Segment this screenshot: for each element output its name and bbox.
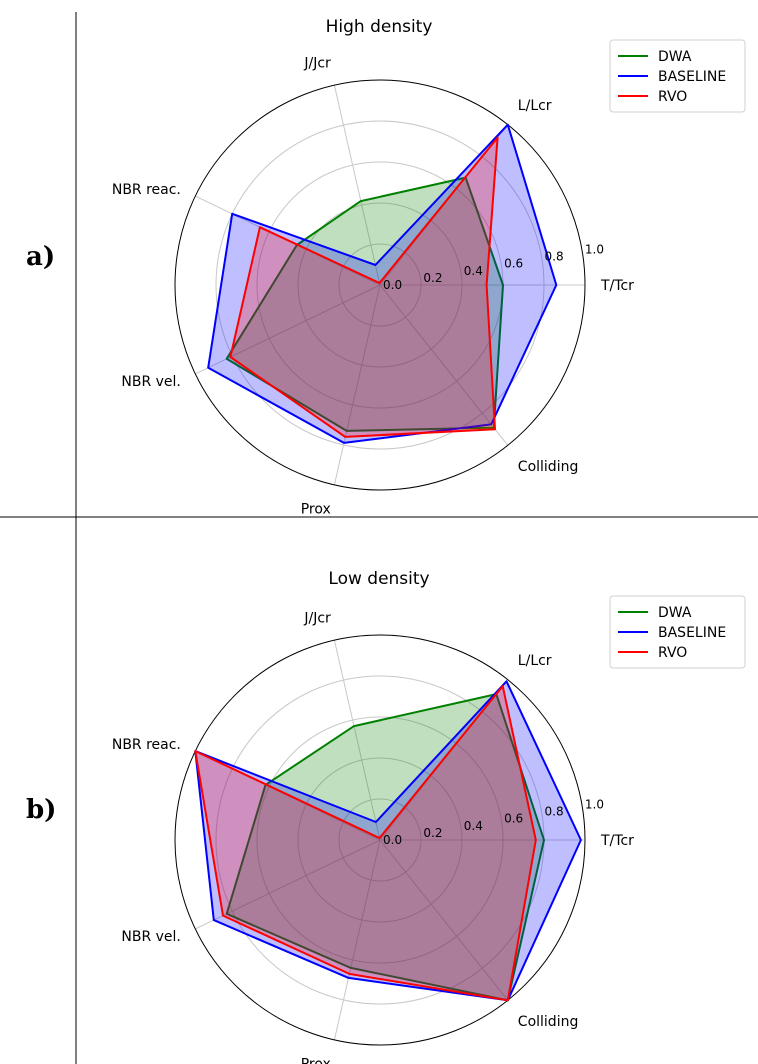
radar-chart-low-density: Low density 0.0 0.2 0.4 0.6 0.8 1.0 T/Tcr L/Lc… xyxy=(112,569,746,1064)
radar-chart-high-density: High density 0.0 0.2 0.4 0.6 0.8 1.0 T/Tcr L/L… xyxy=(112,17,746,518)
radial-tick-label: 0.0 xyxy=(383,833,402,847)
radial-tick-label: 1.0 xyxy=(585,242,604,256)
grid-spoke xyxy=(333,85,381,286)
legend-label-dwa: DWA xyxy=(658,605,692,621)
radial-tick-label: 0.4 xyxy=(464,819,483,833)
radial-tick-label: 0.2 xyxy=(423,826,442,840)
axis-labels: T/Tcr L/Lcr J/Jcr NBR reac. NBR vel. Prox Coll… xyxy=(112,56,634,518)
legend: DWA BASELINE RVO xyxy=(609,595,746,669)
axis-label-nbr-reac: NBR reac. xyxy=(112,737,181,753)
axis-label-j-jcr: J/Jcr xyxy=(303,611,331,627)
axis-label-t-tcr: T/Tcr xyxy=(600,833,634,849)
radial-ticks: 0.0 0.2 0.4 0.6 0.8 1.0 xyxy=(383,797,604,847)
grid-spoke xyxy=(333,284,381,485)
radial-tick-label: 0.8 xyxy=(545,805,564,819)
axis-label-nbr-vel: NBR vel. xyxy=(121,374,181,390)
legend-box xyxy=(609,595,746,669)
axis-label-l-lcr: L/Lcr xyxy=(518,653,552,669)
legend-box xyxy=(609,39,746,113)
chart-title: High density xyxy=(326,17,433,37)
radial-tick-label: 0.6 xyxy=(504,257,523,271)
outer-ring xyxy=(174,634,586,1046)
legend-label-baseline: BASELINE xyxy=(658,625,726,641)
radial-tick-label: 0.6 xyxy=(504,812,523,826)
axis-label-nbr-vel: NBR vel. xyxy=(121,929,181,945)
legend: DWA BASELINE RVO xyxy=(609,39,746,113)
axis-labels: T/Tcr L/Lcr J/Jcr NBR reac. NBR vel. Prox Coll… xyxy=(112,611,634,1064)
series-rvo-polygon xyxy=(229,136,499,438)
radar-series xyxy=(194,680,582,1002)
axis-label-colliding: Colliding xyxy=(518,1014,579,1030)
chart-title: Low density xyxy=(328,569,429,589)
series-rvo-polygon xyxy=(194,685,537,1002)
radial-tick-label: 0.4 xyxy=(464,264,483,278)
radial-tick-label: 0.0 xyxy=(383,278,402,292)
legend-label-baseline: BASELINE xyxy=(658,69,726,85)
radial-tick-label: 1.0 xyxy=(585,797,604,811)
grid-spoke xyxy=(379,284,509,446)
grid-spoke xyxy=(333,839,381,1040)
radial-tick-label: 0.2 xyxy=(423,271,442,285)
panel-tag-b: b) xyxy=(26,795,56,825)
radial-ticks: 0.0 0.2 0.4 0.6 0.8 1.0 xyxy=(383,242,604,292)
axis-label-colliding: Colliding xyxy=(518,459,579,475)
grid-spoke xyxy=(379,839,509,1001)
axis-label-l-lcr: L/Lcr xyxy=(518,98,552,114)
legend-label-rvo: RVO xyxy=(658,645,687,661)
panel-tag-a: a) xyxy=(26,242,55,272)
series-baseline-polygon xyxy=(207,123,558,444)
axis-label-t-tcr: T/Tcr xyxy=(600,278,634,294)
radar-series xyxy=(207,123,558,444)
radial-tick-label: 0.8 xyxy=(545,250,564,264)
axis-label-j-jcr: J/Jcr xyxy=(303,56,331,72)
series-dwa-polygon xyxy=(225,693,545,1002)
legend-label-rvo: RVO xyxy=(658,89,687,105)
axis-label-nbr-reac: NBR reac. xyxy=(112,182,181,198)
axis-label-prox: Prox xyxy=(301,502,331,518)
outer-ring xyxy=(174,79,586,491)
axis-label-prox: Prox xyxy=(301,1057,331,1064)
grid-spoke xyxy=(333,640,381,841)
legend-label-dwa: DWA xyxy=(658,49,692,65)
